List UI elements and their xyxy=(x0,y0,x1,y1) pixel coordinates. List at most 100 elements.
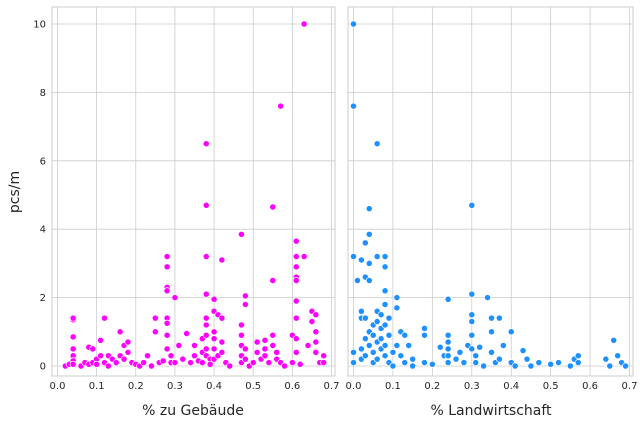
data-point xyxy=(210,328,218,336)
data-point xyxy=(468,318,476,325)
data-point xyxy=(147,362,155,370)
data-point xyxy=(353,277,361,284)
data-point xyxy=(202,140,210,148)
x-tick-label: 0.0 xyxy=(346,381,362,392)
data-point xyxy=(555,359,562,367)
data-point xyxy=(519,347,527,355)
data-point xyxy=(292,263,300,271)
plot-frame xyxy=(51,6,336,377)
data-point xyxy=(261,352,269,360)
data-point xyxy=(495,314,503,322)
data-point xyxy=(292,348,300,356)
x-tick-label: 0.4 xyxy=(503,381,519,392)
data-point xyxy=(365,259,373,267)
data-point xyxy=(373,355,381,363)
data-point xyxy=(421,359,428,367)
data-point xyxy=(468,345,476,353)
data-point xyxy=(187,359,195,367)
x-tick-label: 0.7 xyxy=(324,381,340,392)
data-point xyxy=(238,331,245,339)
data-point xyxy=(357,307,365,315)
data-point xyxy=(468,201,476,209)
data-point xyxy=(218,338,226,346)
data-point xyxy=(210,295,218,303)
data-point xyxy=(480,362,488,370)
data-point xyxy=(602,355,610,363)
data-point xyxy=(393,294,401,302)
data-point xyxy=(191,352,198,360)
data-point xyxy=(373,318,381,325)
data-point xyxy=(300,20,308,28)
data-point xyxy=(523,355,531,363)
data-point xyxy=(377,335,385,343)
data-point xyxy=(401,331,409,339)
data-point xyxy=(253,338,261,346)
data-point xyxy=(151,314,159,322)
data-point xyxy=(409,355,417,363)
data-point xyxy=(373,253,381,261)
data-point xyxy=(460,359,468,367)
data-point xyxy=(428,360,436,368)
data-point xyxy=(361,239,369,247)
data-point xyxy=(312,338,320,346)
data-point xyxy=(350,348,357,356)
data-point xyxy=(456,348,464,356)
left-x-axis-title: % zu Gebäude xyxy=(142,403,244,419)
data-point xyxy=(476,343,484,351)
data-point xyxy=(89,345,97,353)
data-point xyxy=(350,20,357,28)
data-point xyxy=(241,345,249,353)
data-point xyxy=(381,342,389,349)
data-point xyxy=(373,140,381,148)
data-point xyxy=(472,359,480,367)
x-tick-label: 0.5 xyxy=(245,381,261,392)
data-point xyxy=(269,203,277,211)
data-point xyxy=(304,342,312,349)
data-point xyxy=(292,335,300,343)
x-tick-label: 0.2 xyxy=(128,381,144,392)
data-point xyxy=(120,355,128,363)
data-point xyxy=(444,295,452,303)
data-point xyxy=(488,348,495,356)
data-point xyxy=(389,362,397,370)
data-point xyxy=(112,359,120,367)
data-point xyxy=(507,328,515,336)
data-point xyxy=(206,360,214,368)
data-point xyxy=(140,359,148,367)
data-point xyxy=(238,321,245,329)
data-point xyxy=(468,331,476,339)
data-point xyxy=(249,359,257,367)
data-point xyxy=(444,345,452,353)
data-point xyxy=(69,345,77,353)
data-point xyxy=(308,318,316,325)
data-point xyxy=(381,253,389,261)
data-point xyxy=(622,362,630,370)
data-point xyxy=(472,352,480,360)
x-tick-label: 0.3 xyxy=(464,381,480,392)
data-point xyxy=(300,253,308,261)
data-point xyxy=(405,342,413,349)
data-point xyxy=(124,338,132,346)
data-point xyxy=(312,311,320,319)
data-point xyxy=(357,256,365,264)
data-point xyxy=(69,360,77,368)
data-point xyxy=(69,314,77,322)
data-point xyxy=(320,359,328,367)
data-point xyxy=(269,331,277,339)
data-point xyxy=(365,277,373,284)
data-point xyxy=(241,355,249,363)
data-point xyxy=(365,205,373,213)
data-point xyxy=(511,362,519,370)
data-point xyxy=(606,362,614,370)
x-tick-label: 0.1 xyxy=(89,381,105,392)
data-point xyxy=(488,328,495,336)
data-point xyxy=(312,328,320,336)
data-point xyxy=(436,343,444,351)
data-point xyxy=(163,319,171,327)
data-point xyxy=(488,314,495,322)
data-point xyxy=(124,348,132,356)
data-point xyxy=(69,333,77,341)
data-point xyxy=(261,345,269,353)
data-point xyxy=(261,336,269,344)
